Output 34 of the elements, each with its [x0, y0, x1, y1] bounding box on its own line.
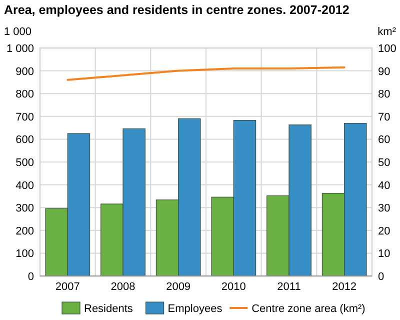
x-tick-label: 2007 [55, 281, 80, 293]
y2-tick-label: 60 [378, 134, 390, 146]
y-tick-label: 800 [16, 88, 34, 101]
legend-label: Employees [168, 303, 223, 315]
y2-tick-label: 100 [378, 43, 396, 55]
y-tick-label: 1 000 [6, 43, 34, 55]
y2-tick-label: 70 [378, 111, 390, 124]
y2-tick-label: 20 [378, 225, 390, 238]
y2-tick-label: 0 [378, 271, 384, 283]
legend-label: Centre zone area (km²) [252, 303, 366, 315]
x-tick-label: 2010 [221, 281, 246, 293]
y-tick-label: 900 [16, 66, 34, 78]
y-tick-label: 100 [16, 248, 34, 260]
legend-label: Residents [84, 303, 134, 315]
x-tick-label: 2011 [277, 281, 301, 293]
y-tick-label: 0 [28, 271, 34, 283]
y2-tick-label: 30 [378, 202, 390, 215]
y-tick-label: 300 [16, 202, 34, 215]
x-tick-label: 2009 [166, 281, 191, 293]
y2-axis-title: km² [378, 26, 396, 38]
x-tick-label: 2012 [332, 281, 357, 293]
y-tick-label: 600 [16, 134, 34, 146]
y2-tick-label: 40 [378, 180, 390, 192]
y2-tick-label: 80 [378, 88, 390, 101]
y2-tick-label: 10 [378, 248, 390, 260]
y-tick-label: 200 [16, 225, 34, 238]
line-series [66, 66, 346, 81]
y2-tick-label: 90 [378, 66, 390, 78]
x-tick-label: 2008 [110, 281, 136, 293]
y2-tick-label: 50 [378, 157, 390, 169]
y-tick-label: 400 [16, 180, 34, 192]
y-tick-label: 700 [16, 111, 34, 124]
chart-title: Area, employees and residents in centre zones. 2007-2012 [4, 3, 350, 17]
y-tick-label: 500 [16, 157, 34, 169]
